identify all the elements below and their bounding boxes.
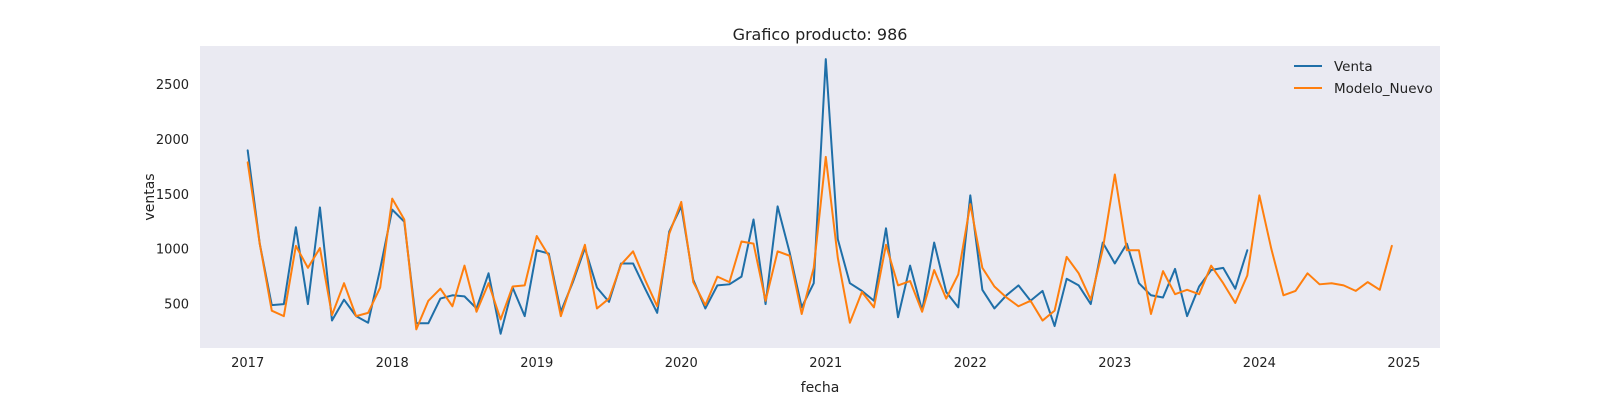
x-tick-label: 2022 (954, 356, 987, 371)
x-tick-label: 2024 (1243, 356, 1276, 371)
x-tick-label: 2023 (1098, 356, 1131, 371)
y-tick-label: 1000 (156, 243, 189, 258)
y-axis-label: ventas (142, 173, 158, 220)
y-tick-label: 2000 (156, 133, 189, 148)
axis-ticks: 2017 2018 2019 2020 2021 2022 2023 2024 2025 500 1… (156, 78, 1421, 371)
chart-title: Grafico producto: 986 (733, 25, 908, 44)
legend-label-modelo-nuevo: Modelo_Nuevo (1334, 81, 1433, 97)
x-tick-label: 2019 (520, 356, 553, 371)
series-line-modelo-nuevo (246, 155, 1393, 331)
y-tick-label: 1500 (156, 188, 189, 203)
y-tick-label: 2500 (156, 78, 189, 93)
x-tick-label: 2017 (231, 356, 264, 371)
x-tick-label: 2021 (809, 356, 842, 371)
x-axis-label: fecha (801, 380, 840, 396)
plot-area (200, 46, 1440, 348)
x-tick-label: 2018 (376, 356, 409, 371)
series-lines (246, 58, 1393, 335)
y-tick-label: 500 (164, 298, 189, 313)
x-tick-label: 2020 (665, 356, 698, 371)
legend: Venta Modelo_Nuevo (1294, 59, 1433, 97)
legend-label-venta: Venta (1334, 59, 1373, 75)
x-tick-label: 2025 (1387, 356, 1420, 371)
